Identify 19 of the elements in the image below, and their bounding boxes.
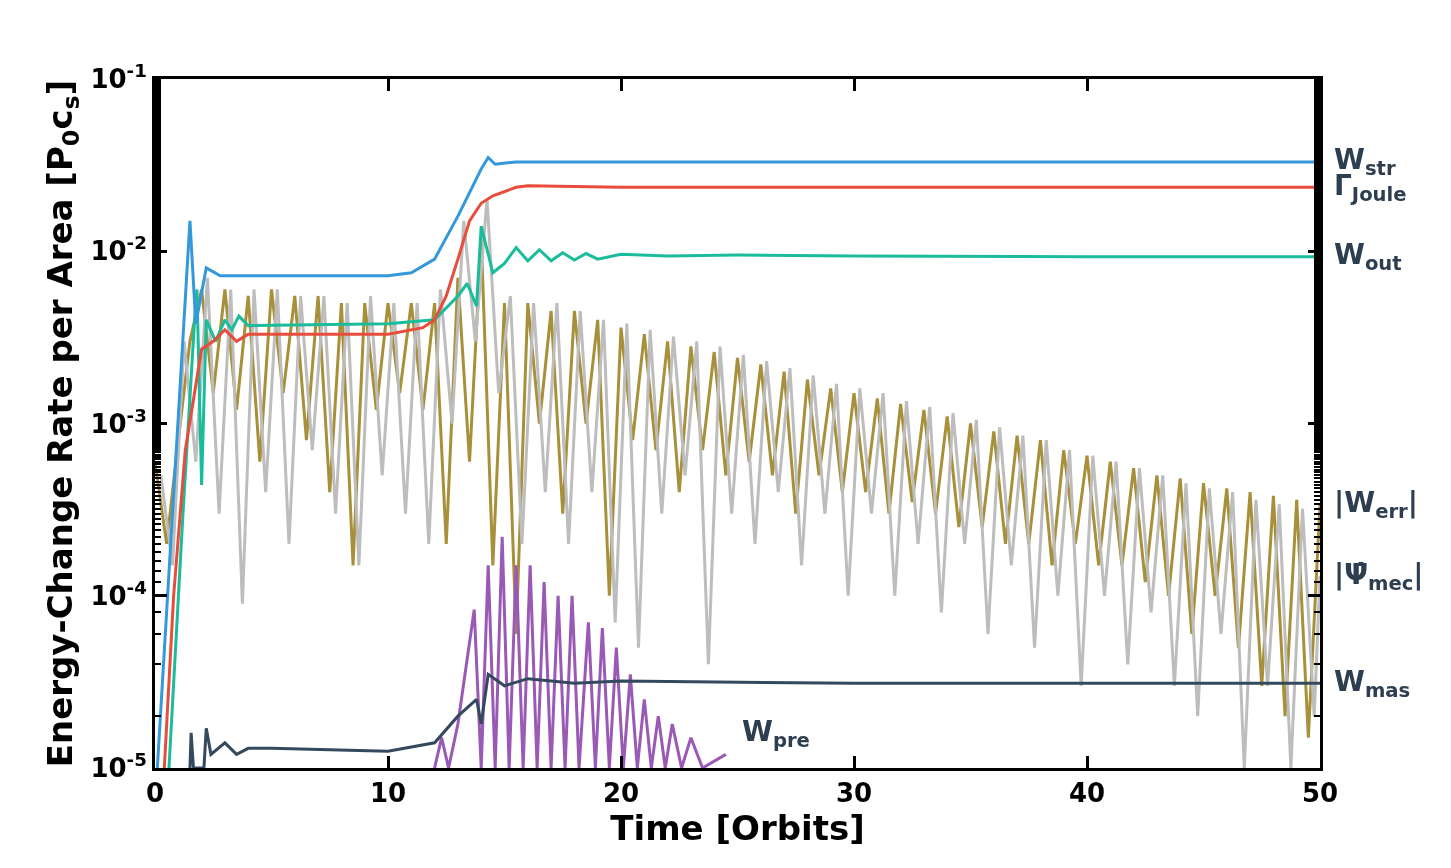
x-tick-label: 10 <box>369 778 407 809</box>
y-tick-label: 10$^{-3}$ <box>90 404 147 439</box>
line-series <box>188 672 1320 768</box>
x-tick-label: 40 <box>1068 778 1106 809</box>
y-tick-label: 10$^{-1}$ <box>90 60 147 95</box>
x-axis-title: Time [Orbits] <box>610 808 865 849</box>
x-tick-label: 20 <box>602 778 640 809</box>
series-label: |W$_{err}$| <box>1334 486 1418 523</box>
series-label: W$_{pre}$ <box>742 715 810 752</box>
series-label: |Ψ̇$_{mec}$| <box>1334 558 1424 595</box>
x-tick-label: 30 <box>835 778 873 809</box>
y-tick-label: 10$^{-5}$ <box>90 749 147 784</box>
series-label: W$_{mas}$ <box>1334 665 1411 702</box>
y-tick-label: 10$^{-2}$ <box>90 232 147 267</box>
series-label: W$_{out}$ <box>1334 238 1402 275</box>
x-tick-label: 50 <box>1301 778 1339 809</box>
x-tick-label: 0 <box>145 778 165 809</box>
line-series <box>433 535 728 768</box>
y-tick-label: 10$^{-4}$ <box>90 576 147 611</box>
